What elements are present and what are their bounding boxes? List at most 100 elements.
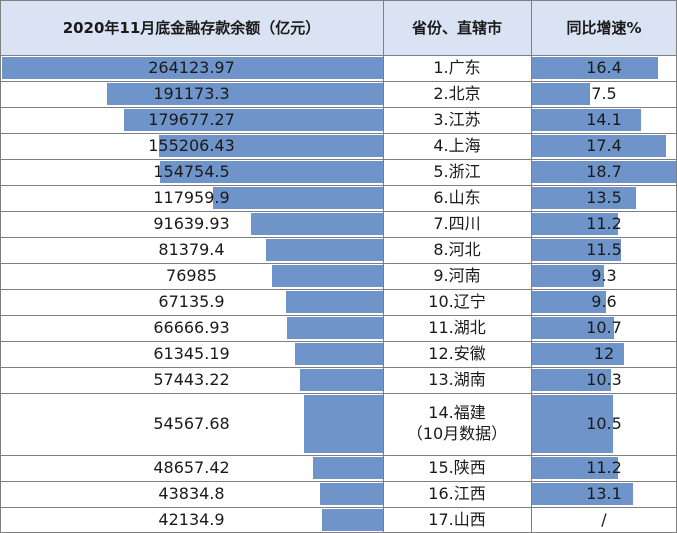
deposit-value: 57443.22: [153, 369, 230, 389]
column-divider: [531, 0, 532, 533]
row-divider: [0, 185, 677, 186]
growth-bar: [532, 483, 633, 505]
deposit-bar: [286, 291, 383, 313]
growth-value: 11.5: [586, 239, 622, 259]
table-row: 66666.93 11.湖北 10.7: [0, 315, 677, 341]
province-cell: 8.河北: [383, 237, 531, 263]
province-label: 10.辽宁: [428, 291, 486, 311]
province-cell: 4.上海: [383, 133, 531, 159]
deposit-bar: [251, 213, 383, 235]
table-row: 54567.68 14.福建 （10月数据） 10.5: [0, 393, 677, 455]
growth-bar: [532, 343, 624, 365]
province-name: 5.浙江: [433, 162, 480, 183]
deposit-value: 155206.43: [148, 135, 235, 155]
deposit-bar: [2, 57, 383, 79]
deposit-cell: 43834.8: [0, 481, 383, 507]
growth-bar: [532, 187, 636, 209]
deposit-cell: 67135.9: [0, 289, 383, 315]
growth-cell: 18.7: [531, 159, 677, 185]
province-name: 16.江西: [428, 484, 485, 505]
growth-bar: [532, 291, 606, 313]
province-name: 7.四川: [433, 214, 480, 235]
deposit-cell: 117959.9: [0, 185, 383, 211]
deposit-value: 81379.4: [158, 239, 225, 259]
growth-cell: 7.5: [531, 81, 677, 107]
deposit-cell: 191173.3: [0, 81, 383, 107]
table-row: 42134.9 17.山西 /: [0, 507, 677, 533]
deposit-cell: 155206.43: [0, 133, 383, 159]
growth-value: 7.5: [591, 83, 617, 103]
deposit-value: 61345.19: [153, 343, 230, 363]
table-row: 67135.9 10.辽宁 9.6: [0, 289, 677, 315]
deposit-value: 191173.3: [153, 83, 230, 103]
province-cell: 1.广东: [383, 55, 531, 81]
row-divider: [0, 393, 677, 394]
province-label: 5.浙江: [433, 161, 481, 181]
growth-value: 17.4: [586, 135, 622, 155]
deposit-bar: [272, 265, 383, 287]
row-divider: [0, 211, 677, 212]
row-divider: [0, 507, 677, 508]
province-label: 15.陕西: [428, 457, 486, 477]
province-cell: 9.河南: [383, 263, 531, 289]
province-label: 9.河南: [433, 265, 481, 285]
growth-cell: 14.1: [531, 107, 677, 133]
deposit-cell: 81379.4: [0, 237, 383, 263]
deposit-bar: [300, 369, 383, 391]
growth-bar: [532, 213, 618, 235]
table-row: 43834.8 16.江西 13.1: [0, 481, 677, 507]
growth-value: 16.4: [586, 57, 622, 77]
province-cell: 3.江苏: [383, 107, 531, 133]
growth-cell: 16.4: [531, 55, 677, 81]
deposit-value: 179677.27: [148, 109, 235, 129]
deposit-cell: 66666.93: [0, 315, 383, 341]
table-row: 81379.4 8.河北 11.5: [0, 237, 677, 263]
header-deposit: 2020年11月底金融存款余额（亿元）: [0, 0, 383, 55]
growth-bar: [532, 265, 604, 287]
province-label: 17.山西: [428, 509, 486, 529]
row-divider: [0, 55, 677, 56]
deposit-value: 67135.9: [158, 291, 225, 311]
growth-value: 10.5: [586, 413, 622, 433]
deposit-cell: 264123.97: [0, 55, 383, 81]
province-label: 12.安徽: [428, 343, 486, 363]
province-label: 4.上海: [433, 135, 481, 155]
province-name: 4.上海: [433, 136, 480, 157]
province-name: 2.北京: [433, 84, 480, 105]
province-name: 9.河南: [433, 266, 480, 287]
province-note: （10月数据）: [406, 424, 508, 443]
growth-cell: 10.7: [531, 315, 677, 341]
growth-cell: 17.4: [531, 133, 677, 159]
province-label: 11.湖北: [428, 317, 486, 337]
growth-value: 11.2: [586, 457, 622, 477]
growth-bar: [532, 161, 676, 183]
row-divider: [0, 455, 677, 456]
province-label: 14.福建: [428, 403, 486, 423]
province-name: 12.安徽: [428, 344, 485, 365]
province-cell: 12.安徽: [383, 341, 531, 367]
deposit-cell: 154754.5: [0, 159, 383, 185]
growth-bar: [532, 369, 611, 391]
deposit-cell: 91639.93: [0, 211, 383, 237]
growth-cell: 13.5: [531, 185, 677, 211]
province-cell: 16.江西: [383, 481, 531, 507]
deposit-bar: [287, 317, 383, 339]
table-row: 155206.43 4.上海 17.4: [0, 133, 677, 159]
deposit-cell: 42134.9: [0, 507, 383, 533]
growth-value: 13.5: [586, 187, 622, 207]
deposit-bar: [304, 395, 383, 453]
province-label: 6.山东: [433, 187, 481, 207]
table-row: 76985 9.河南 9.3: [0, 263, 677, 289]
growth-value: 18.7: [586, 161, 622, 181]
growth-cell: 11.2: [531, 455, 677, 481]
province-label: 8.河北: [433, 239, 481, 259]
row-divider: [0, 237, 677, 238]
header-province: 省份、直辖市: [383, 0, 531, 55]
row-divider: [0, 367, 677, 368]
growth-cell: 11.2: [531, 211, 677, 237]
province-name: 14.福建 （10月数据）: [407, 403, 507, 445]
deposit-cell: 76985: [0, 263, 383, 289]
deposit-value: 76985: [166, 265, 217, 285]
growth-cell: 10.5: [531, 393, 677, 455]
